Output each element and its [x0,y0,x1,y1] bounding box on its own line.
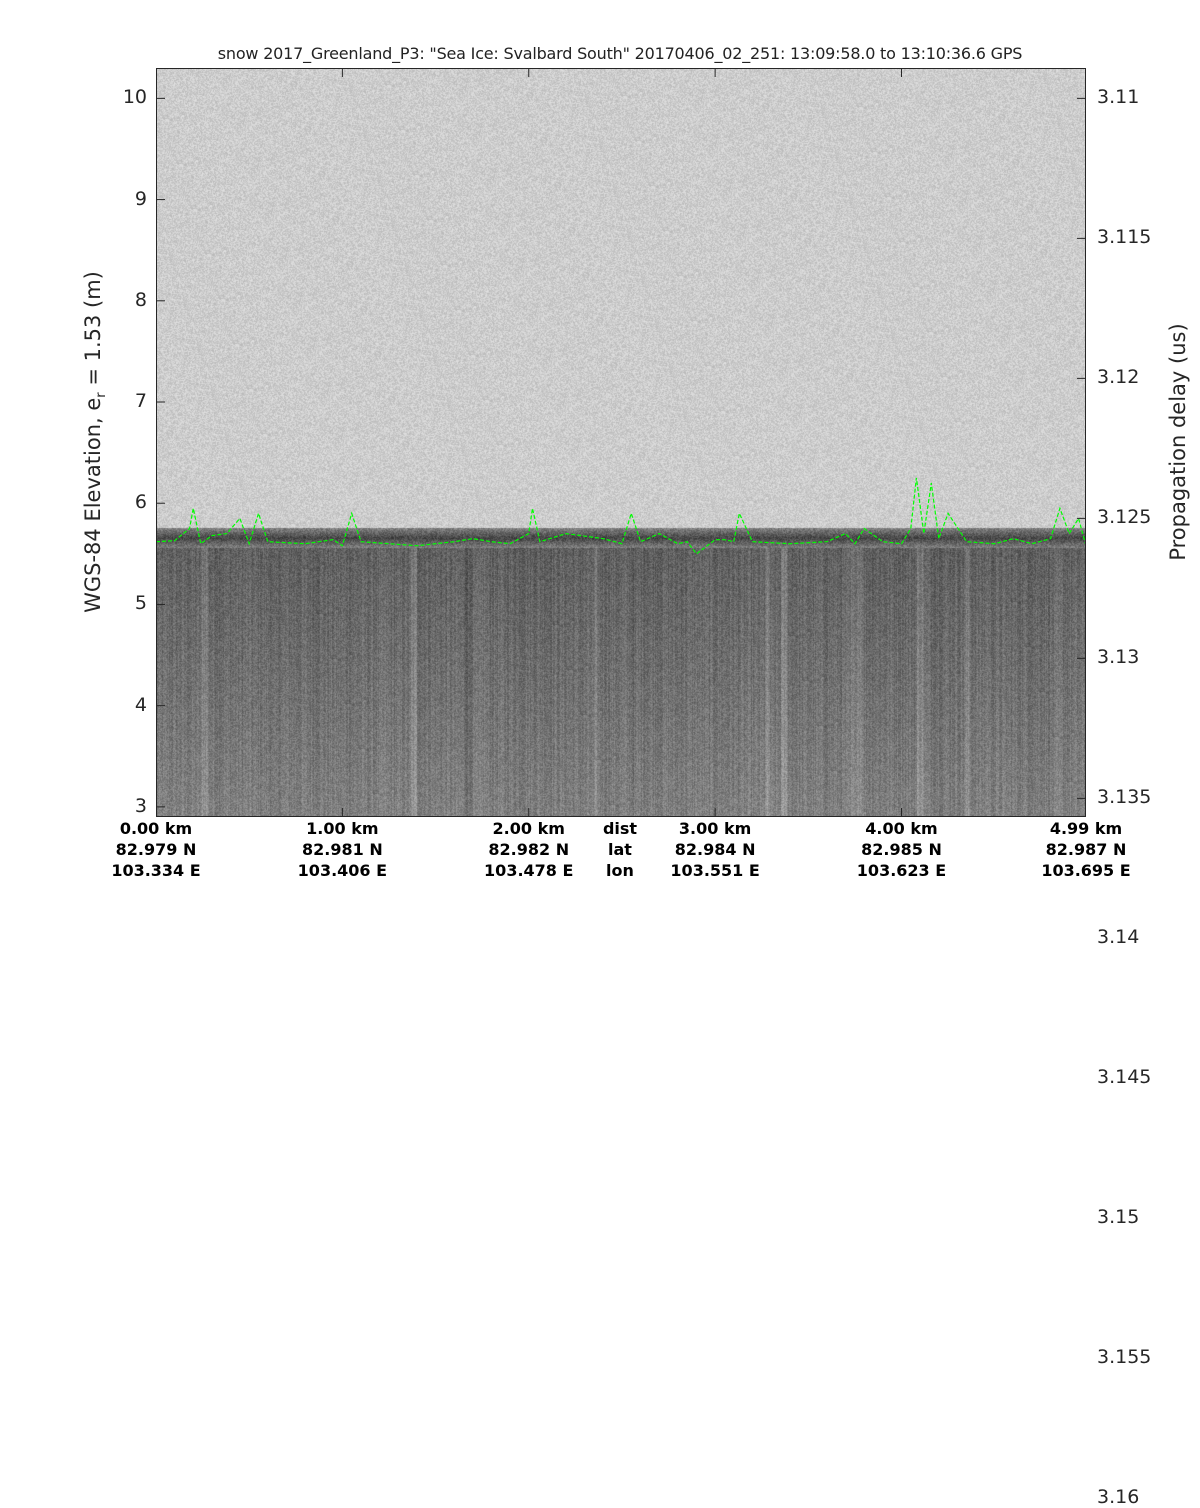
y-tick-label-right: 3.145 [1097,1066,1152,1089]
y-tick-label-left: 10 [122,86,147,109]
y-label-main: WGS-84 Elevation, e [80,397,105,613]
x-tick-dist: 1.00 km [306,819,379,838]
y-tick-label-right: 3.155 [1097,1346,1152,1369]
x-tick-lat: 82.984 N [674,840,756,859]
x-tick-lon: 103.695 E [1041,861,1131,880]
x-tick-label: 3.00 km 82.984 N 103.551 E [670,818,759,881]
echogram-plot [156,68,1086,817]
y-tick-label-left: 6 [134,491,147,514]
y-tick-label-right: 3.135 [1097,786,1152,809]
y-tick-label-right: 3.15 [1097,1206,1140,1229]
y-tick-label-left: 7 [134,390,147,412]
x-tick-lon: 103.623 E [856,861,947,880]
y-tick-label-left: 4 [134,693,147,716]
surface-layer-line [156,477,1086,555]
x-tick-lon: 103.551 E [670,861,760,880]
y-tick-label-right: 3.11 [1097,86,1140,109]
x-row-labels: dist lat lon [603,818,637,881]
plot-overlay [156,68,1086,817]
x-tick-label: 0.00 km 82.979 N 103.334 E [111,818,200,881]
y-tick-label-right: 3.13 [1097,646,1140,669]
x-tick-dist: 4.00 km [865,819,938,838]
y-tick-label-right: 3.115 [1097,226,1152,249]
row-label-lat: lat [608,840,632,859]
x-tick-dist: 0.00 km [119,819,193,838]
x-tick-label: 2.00 km 82.982 N 103.478 E [484,818,573,881]
x-tick-lon: 103.406 E [297,861,388,880]
chart-title: snow 2017_Greenland_P3: "Sea Ice: Svalba… [217,44,1023,63]
row-label-lon: lon [606,861,634,880]
y-tick-label-left: 9 [134,187,147,210]
y-label-tail: = 1.53 (m) [80,271,105,393]
y-axis-label-left: WGS-84 Elevation, er = 1.53 (m) [81,271,109,613]
x-tick-lat: 82.987 N [1045,840,1127,859]
y-tick-label-left: 8 [134,288,147,311]
x-tick-lon: 103.334 E [111,861,201,880]
x-tick-label: 4.99 km 82.987 N 103.695 E [1041,818,1130,881]
radar-echogram-image [156,68,1086,817]
y-tick-label-right: 3.14 [1097,926,1140,949]
row-label-dist: dist [602,819,638,838]
y-label-sub: r [94,392,110,398]
x-tick-lat: 82.982 N [488,840,570,859]
x-tick-lat: 82.981 N [302,840,383,859]
y-tick-label-right: 3.125 [1097,506,1152,529]
x-tick-lon: 103.478 E [484,861,574,880]
y-tick-label-left: 5 [134,592,147,615]
x-tick-label: 1.00 km 82.981 N 103.406 E [298,818,387,881]
x-tick-dist: 4.99 km [1049,819,1123,838]
x-tick-dist: 3.00 km [678,819,752,838]
x-tick-label: 4.00 km 82.985 N 103.623 E [857,818,946,881]
x-tick-dist: 2.00 km [492,819,565,838]
y-tick-label-left: 3 [134,794,147,817]
plot-frame [156,68,1086,817]
y-tick-label-right: 3.12 [1097,366,1140,389]
y-axis-label-right: Propagation delay (us) [1166,323,1190,561]
x-tick-lat: 82.985 N [861,840,942,859]
x-tick-lat: 82.979 N [115,840,197,859]
y-tick-label-right: 3.16 [1097,1486,1140,1508]
